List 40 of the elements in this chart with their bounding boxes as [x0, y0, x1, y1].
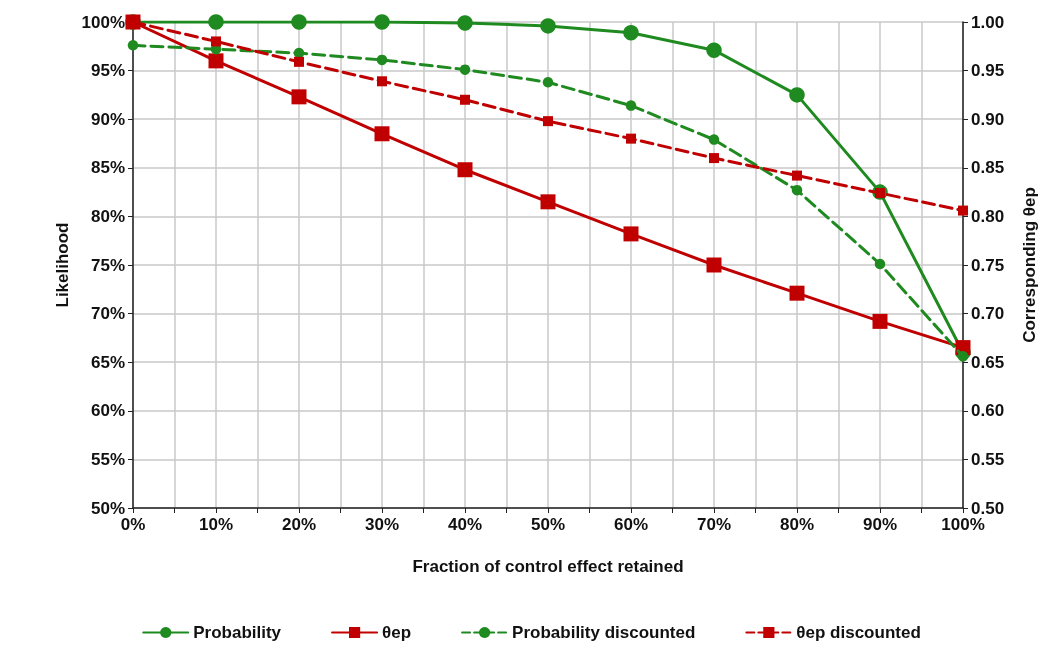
- y-tick-label: 50%: [90, 498, 125, 518]
- y-tick-label: 100%: [81, 12, 125, 32]
- x-tick-label: 10%: [198, 515, 234, 534]
- y2-tick-label: 0.65: [971, 352, 1005, 372]
- legend-label: Probability: [193, 623, 282, 642]
- y-tick-label: 85%: [90, 158, 125, 178]
- x-tick-label: 70%: [696, 515, 732, 534]
- x-tick-label: 20%: [281, 515, 317, 534]
- y-tick-label: 90%: [90, 109, 125, 129]
- legend-label: θep: [382, 623, 412, 642]
- y-tick-label: 55%: [90, 449, 125, 469]
- y2-tick-label: 0.95: [971, 61, 1005, 81]
- y2-axis-title: Corresponding θep: [1020, 187, 1039, 343]
- y2-tick-label: 0.85: [971, 158, 1005, 178]
- y2-tick-label: 0.75: [971, 255, 1005, 275]
- y2-tick-label: 0.70: [971, 304, 1005, 324]
- y-axis-title: Likelihood: [52, 222, 72, 308]
- x-axis-title: Fraction of control effect retained: [412, 557, 684, 576]
- legend-label: θep discounted: [796, 623, 921, 642]
- y2-tick-label: 1.00: [971, 12, 1005, 32]
- y-tick-label: 70%: [90, 304, 125, 324]
- x-tick-label: 0%: [120, 515, 146, 534]
- x-tick-label: 40%: [447, 515, 483, 534]
- x-tick-label: 100%: [941, 515, 985, 534]
- y-tick-label: 60%: [90, 401, 125, 421]
- x-tick-label: 30%: [364, 515, 400, 534]
- legend-label: Probability discounted: [512, 623, 696, 642]
- y-tick-label: 95%: [90, 61, 125, 81]
- y2-tick-label: 0.80: [971, 206, 1005, 226]
- y-tick-label: 80%: [90, 206, 125, 226]
- x-tick-label: 90%: [862, 515, 898, 534]
- x-tick-label: 50%: [530, 515, 566, 534]
- x-tick-label: 60%: [613, 515, 649, 534]
- y-tick-label: 65%: [90, 352, 125, 372]
- x-tick-label: 80%: [779, 515, 815, 534]
- y2-tick-label: 0.55: [971, 449, 1005, 469]
- y2-tick-label: 0.50: [971, 498, 1005, 518]
- y2-tick-label: 0.90: [971, 109, 1005, 129]
- y-tick-label: 75%: [90, 255, 125, 275]
- y2-tick-label: 0.60: [971, 401, 1005, 421]
